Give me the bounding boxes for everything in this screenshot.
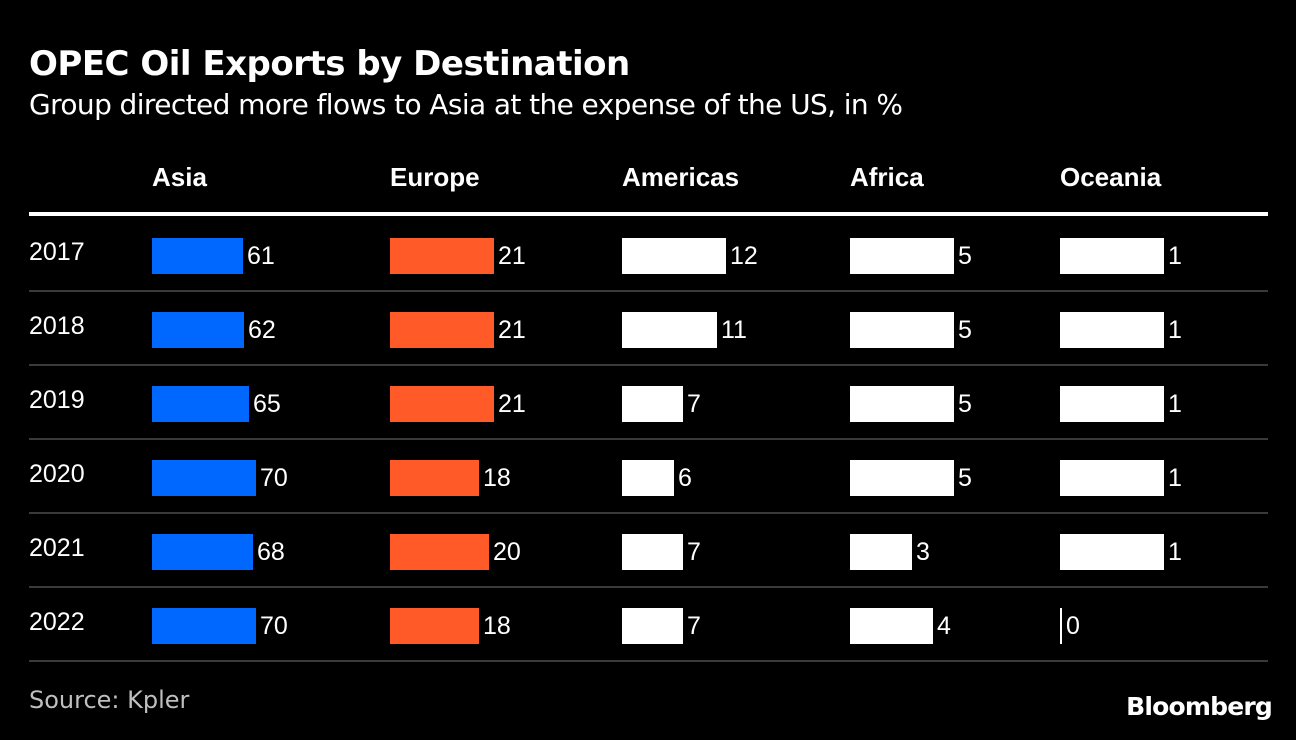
column-header-oceania: Oceania bbox=[1060, 162, 1162, 192]
column-header-americas: Americas bbox=[622, 162, 740, 192]
value-label: 20 bbox=[493, 538, 521, 566]
value-label: 62 bbox=[248, 316, 276, 344]
bar-oceania bbox=[1060, 608, 1062, 644]
value-label: 5 bbox=[958, 316, 972, 344]
bar-americas bbox=[622, 386, 683, 422]
bar-asia bbox=[152, 386, 249, 422]
value-label: 1 bbox=[1168, 242, 1182, 270]
bar-oceania bbox=[1060, 386, 1164, 422]
bar-americas bbox=[622, 460, 674, 496]
bar-europe bbox=[390, 608, 479, 644]
value-label: 5 bbox=[958, 242, 972, 270]
chart-subtitle: Group directed more flows to Asia at the… bbox=[29, 88, 903, 121]
bar-europe bbox=[390, 238, 494, 274]
bar-africa bbox=[850, 386, 954, 422]
row-divider bbox=[29, 512, 1268, 514]
value-label: 21 bbox=[498, 390, 526, 418]
row-divider bbox=[29, 364, 1268, 366]
row-year: 2020 bbox=[29, 460, 85, 488]
bar-africa bbox=[850, 460, 954, 496]
value-label: 4 bbox=[937, 612, 951, 640]
value-label: 21 bbox=[498, 316, 526, 344]
bar-europe bbox=[390, 386, 494, 422]
bar-europe bbox=[390, 534, 489, 570]
bar-americas bbox=[622, 238, 726, 274]
bar-africa bbox=[850, 312, 954, 348]
bar-asia bbox=[152, 238, 243, 274]
bar-africa bbox=[850, 534, 912, 570]
row-divider bbox=[29, 660, 1268, 662]
row-divider bbox=[29, 290, 1268, 292]
row-year: 2021 bbox=[29, 534, 85, 562]
value-label: 70 bbox=[260, 612, 288, 640]
bar-americas bbox=[622, 312, 717, 348]
bar-oceania bbox=[1060, 534, 1164, 570]
value-label: 11 bbox=[721, 316, 747, 344]
bar-asia bbox=[152, 312, 244, 348]
value-label: 12 bbox=[730, 242, 758, 270]
bar-europe bbox=[390, 460, 479, 496]
value-label: 3 bbox=[916, 538, 930, 566]
value-label: 0 bbox=[1066, 612, 1080, 640]
bar-oceania bbox=[1060, 460, 1164, 496]
value-label: 1 bbox=[1168, 464, 1182, 492]
value-label: 1 bbox=[1168, 316, 1182, 344]
value-label: 7 bbox=[687, 538, 701, 566]
row-divider bbox=[29, 586, 1268, 588]
bar-africa bbox=[850, 238, 954, 274]
bar-asia bbox=[152, 534, 253, 570]
bar-asia bbox=[152, 608, 256, 644]
bar-americas bbox=[622, 534, 683, 570]
column-header-asia: Asia bbox=[152, 162, 207, 192]
source-note: Source: Kpler bbox=[29, 686, 190, 714]
row-divider bbox=[29, 438, 1268, 440]
bar-asia bbox=[152, 460, 256, 496]
value-label: 1 bbox=[1168, 390, 1182, 418]
bloomberg-logo: Bloomberg bbox=[1126, 692, 1273, 721]
value-label: 6 bbox=[678, 464, 692, 492]
bar-africa bbox=[850, 608, 933, 644]
value-label: 68 bbox=[257, 538, 285, 566]
value-label: 5 bbox=[958, 464, 972, 492]
bar-oceania bbox=[1060, 238, 1164, 274]
value-label: 61 bbox=[247, 242, 275, 270]
value-label: 5 bbox=[958, 390, 972, 418]
value-label: 18 bbox=[483, 464, 511, 492]
header-rule bbox=[29, 212, 1268, 216]
row-year: 2018 bbox=[29, 312, 85, 340]
column-header-africa: Africa bbox=[850, 162, 924, 192]
row-year: 2017 bbox=[29, 238, 85, 266]
bar-oceania bbox=[1060, 312, 1164, 348]
bar-americas bbox=[622, 608, 683, 644]
row-year: 2019 bbox=[29, 386, 85, 414]
value-label: 1 bbox=[1168, 538, 1182, 566]
row-year: 2022 bbox=[29, 608, 85, 636]
bar-europe bbox=[390, 312, 494, 348]
value-label: 21 bbox=[498, 242, 526, 270]
value-label: 7 bbox=[687, 612, 701, 640]
value-label: 18 bbox=[483, 612, 511, 640]
value-label: 70 bbox=[260, 464, 288, 492]
chart-title: OPEC Oil Exports by Destination bbox=[29, 44, 630, 84]
value-label: 7 bbox=[687, 390, 701, 418]
value-label: 65 bbox=[253, 390, 281, 418]
column-header-europe: Europe bbox=[390, 162, 480, 192]
